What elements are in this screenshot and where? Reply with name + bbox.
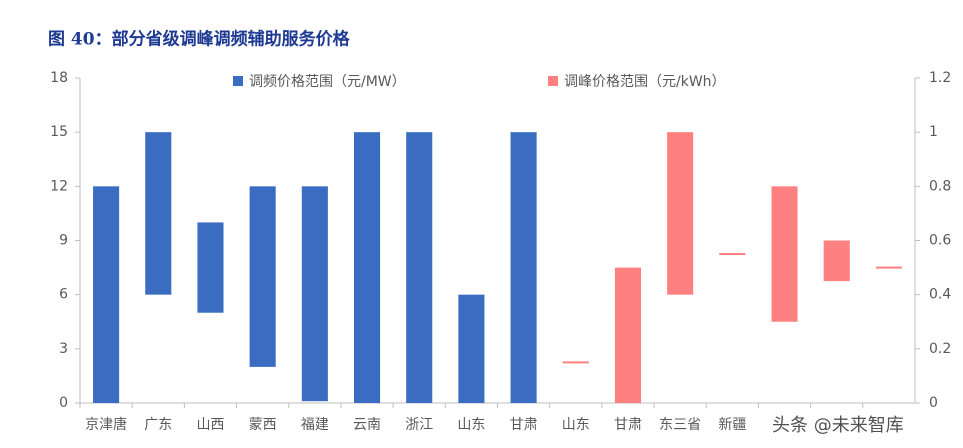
x-tick-label: 山东 bbox=[457, 417, 485, 433]
bar bbox=[771, 186, 798, 322]
bar bbox=[406, 132, 433, 403]
x-tick-label: 云南 bbox=[353, 417, 381, 433]
y2-tick-label: 0.8 bbox=[929, 178, 951, 194]
y-tick-label: 6 bbox=[59, 287, 68, 303]
y-tick-label: 0 bbox=[59, 395, 68, 411]
legend-label: 调峰价格范围（元/kWh） bbox=[564, 73, 726, 90]
legend-label: 调频价格范围（元/MW） bbox=[249, 73, 406, 90]
bar bbox=[93, 186, 120, 403]
y2-tick-label: 0.6 bbox=[929, 233, 951, 249]
y-tick-label: 9 bbox=[59, 233, 68, 249]
bar bbox=[875, 266, 902, 269]
x-tick-label: 甘肃 bbox=[614, 417, 642, 433]
y-tick-label: 3 bbox=[59, 341, 68, 357]
bar bbox=[823, 240, 850, 282]
y-tick-label: 12 bbox=[50, 178, 68, 194]
y2-tick-label: 0.4 bbox=[929, 287, 951, 303]
y2-tick-label: 1.2 bbox=[929, 70, 951, 86]
bar bbox=[197, 222, 224, 313]
x-tick-label: 蒙西 bbox=[249, 417, 277, 433]
x-tick-label: 福建 bbox=[301, 417, 329, 433]
bar bbox=[667, 132, 694, 295]
x-tick-label: 京津唐 bbox=[85, 416, 127, 433]
bar bbox=[458, 294, 485, 403]
y-tick-label: 18 bbox=[50, 70, 68, 86]
y2-tick-label: 0 bbox=[929, 395, 938, 411]
y2-tick-label: 0.2 bbox=[929, 341, 951, 357]
legend-swatch bbox=[548, 76, 558, 86]
x-tick-label: 新疆 bbox=[718, 417, 746, 433]
bar bbox=[301, 186, 328, 402]
x-tick-label: 甘肃 bbox=[510, 417, 538, 433]
y-tick-label: 15 bbox=[50, 124, 68, 140]
bar bbox=[510, 132, 537, 403]
legend-swatch bbox=[233, 76, 243, 86]
bar bbox=[719, 253, 746, 256]
bar bbox=[145, 132, 172, 295]
x-tick-label: 东三省 bbox=[659, 417, 701, 433]
x-tick-label: 山东 bbox=[562, 417, 590, 433]
x-tick-label: 广东 bbox=[144, 417, 172, 433]
bar bbox=[614, 267, 642, 403]
y2-tick-label: 1 bbox=[929, 124, 938, 140]
watermark: 头条 @未来智库 bbox=[772, 415, 904, 436]
chart-title: 图 40：部分省级调峰调频辅助服务价格 bbox=[48, 29, 351, 50]
x-tick-label: 山西 bbox=[196, 417, 224, 433]
bar bbox=[562, 361, 589, 364]
x-tick-label: 浙江 bbox=[405, 417, 433, 433]
bar bbox=[353, 132, 381, 403]
bar bbox=[249, 186, 276, 367]
